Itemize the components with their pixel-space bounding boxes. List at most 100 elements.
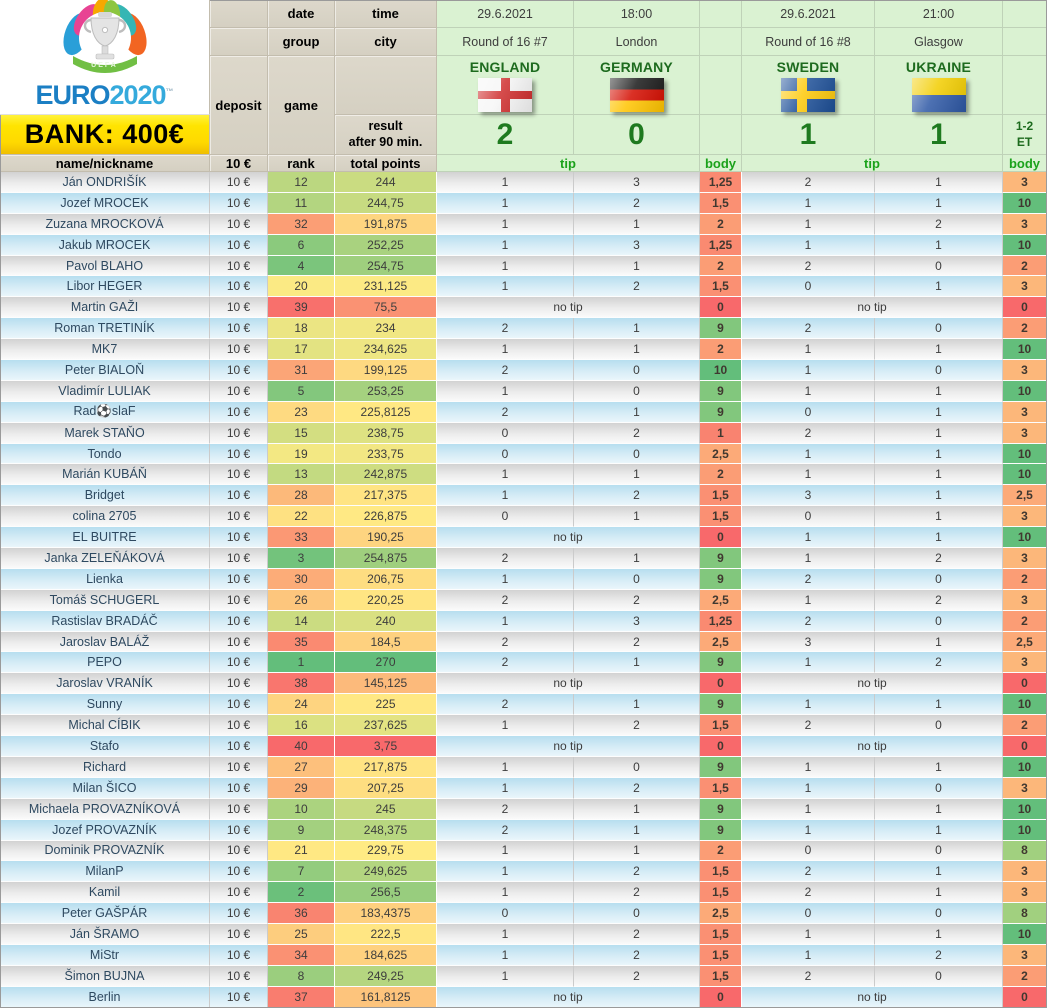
body-odds-cell: 10: [1003, 380, 1047, 402]
tip-away-cell: 1: [875, 192, 1003, 214]
player-name-cell: Jozef PROVAZNÍK: [0, 819, 210, 841]
name-column-header: name/nickname: [0, 155, 210, 172]
rank-cell: 22: [268, 506, 335, 528]
body-odds-cell: 2: [1003, 568, 1047, 590]
fee-cell: 10 €: [210, 715, 268, 737]
rank-cell: 4: [268, 255, 335, 277]
tip-home-cell: 1: [742, 924, 875, 945]
player-name-cell: Stafo: [0, 736, 210, 757]
rank-cell: 29: [268, 777, 335, 799]
body-odds-cell: 1,5: [700, 485, 742, 507]
points-cell: 191,875: [335, 213, 437, 235]
body-odds-cell: 10: [1003, 443, 1047, 465]
body-odds-cell: 3: [1003, 777, 1047, 799]
tip-home-cell: 1: [437, 882, 574, 904]
match2-away-score: 1: [875, 115, 1003, 155]
tip-home-cell: 0: [742, 276, 875, 298]
tip-home-cell: 3: [742, 485, 875, 507]
fee-cell: 10 €: [210, 380, 268, 402]
tip-home-cell: 2: [437, 318, 574, 340]
body-odds-cell: 9: [700, 568, 742, 590]
tip-away-cell: 2: [574, 882, 700, 904]
points-cell: 253,25: [335, 380, 437, 402]
fee-cell: 10 €: [210, 506, 268, 528]
tip-home-cell: 2: [437, 548, 574, 569]
fee-cell: 10 €: [210, 192, 268, 214]
rank-cell: 25: [268, 924, 335, 945]
tip-away-cell: 0: [875, 318, 1003, 340]
empty-cell: [1003, 56, 1047, 115]
body-odds-cell: 2: [1003, 255, 1047, 277]
tip-away-cell: 0: [875, 360, 1003, 381]
tip-away-cell: 1: [875, 861, 1003, 883]
points-cell: 75,5: [335, 297, 437, 319]
rank-cell: 23: [268, 401, 335, 423]
player-name-cell: Libor HEGER: [0, 276, 210, 298]
body-odds-cell: 3: [1003, 861, 1047, 883]
match1-away-score: 0: [574, 115, 700, 155]
match2-home-team: SWEDEN: [742, 56, 875, 115]
body-odds-cell: 10: [1003, 527, 1047, 549]
no-tip-cell: no tip: [742, 986, 1003, 1008]
tip-home-cell: 1: [742, 652, 875, 674]
fee-cell: 10 €: [210, 339, 268, 361]
points-cell: 244,75: [335, 192, 437, 214]
fee-cell: 10 €: [210, 213, 268, 235]
tip-home-cell: 1: [437, 568, 574, 590]
tip-home-cell: 1: [437, 192, 574, 214]
body-odds-cell: 10: [1003, 819, 1047, 841]
body-odds-cell: 3: [1003, 589, 1047, 611]
tip-home-cell: 2: [742, 965, 875, 987]
points-cell: 226,875: [335, 506, 437, 528]
fee-cell: 10 €: [210, 777, 268, 799]
body-odds-cell: 1,5: [700, 944, 742, 966]
tip-home-cell: 1: [437, 965, 574, 987]
rank-cell: 8: [268, 965, 335, 987]
player-name-cell: MilanP: [0, 861, 210, 883]
tip-away-cell: 2: [574, 965, 700, 987]
tip-home-cell: 3: [742, 631, 875, 653]
tip-home-cell: 0: [742, 903, 875, 925]
tip-away-cell: 1: [574, 819, 700, 841]
tip-away-cell: 1: [574, 401, 700, 423]
match2-round: Round of 16 #8: [742, 28, 875, 56]
match2-tip-header: tip: [742, 155, 1003, 172]
player-name-cell: Zuzana MROCKOVÁ: [0, 213, 210, 235]
body-odds-cell: 2: [1003, 610, 1047, 632]
body-odds-cell: 1,25: [700, 234, 742, 256]
tip-home-cell: 1: [437, 715, 574, 737]
fee-cell: 10 €: [210, 944, 268, 966]
tip-home-cell: 2: [742, 255, 875, 277]
body-odds-cell: 9: [700, 694, 742, 716]
player-name-cell: Dominik PROVAZNÍK: [0, 840, 210, 862]
tip-away-cell: 2: [574, 777, 700, 799]
points-cell: 184,5: [335, 631, 437, 653]
body-odds-cell: 1: [700, 422, 742, 444]
tip-home-cell: 2: [437, 819, 574, 841]
points-cell: 245: [335, 798, 437, 820]
tip-away-cell: 1: [574, 506, 700, 528]
no-tip-cell: no tip: [437, 527, 700, 549]
no-tip-cell: no tip: [742, 673, 1003, 695]
body-odds-cell: 2: [1003, 318, 1047, 340]
tip-away-cell: 1: [875, 380, 1003, 402]
player-name-cell: Kamil: [0, 882, 210, 904]
body-odds-cell: 2: [700, 213, 742, 235]
body-odds-cell: 10: [1003, 339, 1047, 361]
player-name-cell: Tondo: [0, 443, 210, 465]
tip-home-cell: 1: [437, 464, 574, 486]
match2-date: 29.6.2021: [742, 0, 875, 28]
fee-cell: 10 €: [210, 276, 268, 298]
body-odds-cell: 10: [1003, 756, 1047, 778]
points-cell: 233,75: [335, 443, 437, 465]
points-cell: 222,5: [335, 924, 437, 945]
fee-cell: 10 €: [210, 840, 268, 862]
match2-home-score: 1: [742, 115, 875, 155]
tip-home-cell: 0: [742, 840, 875, 862]
player-name-cell: Tomáš SCHUGERL: [0, 589, 210, 611]
tip-away-cell: 2: [574, 861, 700, 883]
tip-away-cell: 1: [574, 339, 700, 361]
match1-away-name: GERMANY: [600, 59, 673, 75]
fee-cell: 10 €: [210, 360, 268, 381]
rank-cell: 14: [268, 610, 335, 632]
